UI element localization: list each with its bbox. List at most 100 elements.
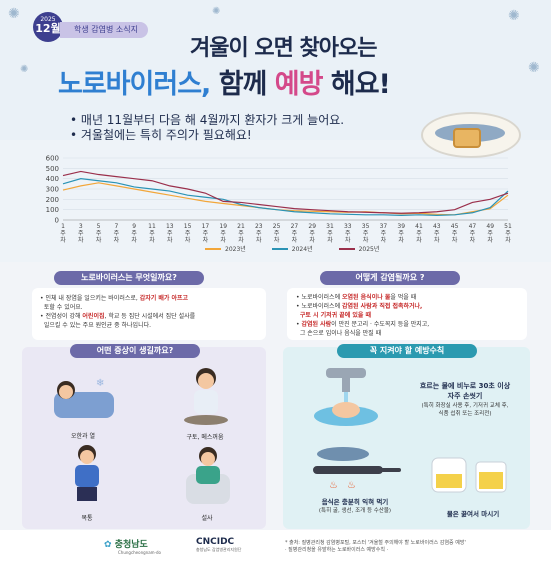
cooking-illustration: ♨ ♨ xyxy=(303,440,403,491)
issue-year: 2025 xyxy=(40,16,56,23)
chart-legend: 2023년 2024년 2025년 xyxy=(205,244,379,253)
section-title-what: 노로바이러스는 무엇일까요? xyxy=(54,271,204,285)
x-tick-label: 39 주 차 xyxy=(397,223,405,244)
header: ✺ ✺ ✺ ✺ ✺ 2025 12월 학생 감염병 소식지 겨울이 오면 찾아오… xyxy=(0,0,551,158)
x-tick-label: 41 주 차 xyxy=(415,223,423,244)
kettle-icon xyxy=(431,457,507,493)
legend-swatch xyxy=(205,247,221,250)
y-tick-label: 500 xyxy=(46,165,59,173)
prevention-panel xyxy=(283,347,530,529)
title-line1: 겨울이 오면 찾아오는 xyxy=(190,36,377,61)
legend-swatch xyxy=(271,247,288,250)
title-end: 해요! xyxy=(322,69,391,100)
symptom-label: 설사 xyxy=(201,515,213,522)
stomachache-illustration xyxy=(62,444,112,504)
x-tick-label: 23 주 차 xyxy=(255,223,263,244)
person-icon xyxy=(184,368,228,425)
prevention-handwash-title: 흐르는 물에 비누로 30초 이상 자주 손씻기 xyxy=(419,382,511,400)
source-note: * 출처: 질병관리청 감염병포털, 포스터 '겨울철 주의해야 할 노로바이러… xyxy=(285,540,466,553)
y-tick-label: 300 xyxy=(46,186,59,194)
title-main: 노로바이러스, xyxy=(58,69,211,100)
x-tick-label: 51 주 차 xyxy=(504,223,512,244)
cncidc-logo: CNCIDC 충청남도 감염병관리지원단 xyxy=(196,537,242,552)
x-tick-label: 37 주 차 xyxy=(380,223,388,244)
bullet-item: • 겨울철에는 특히 주의가 필요해요! xyxy=(70,128,252,142)
food-plate-illustration xyxy=(421,112,521,158)
svg-text:❄: ❄ xyxy=(96,378,104,389)
prevention-cook-title: 음식은 충분히 익혀 먹기 xyxy=(321,498,389,506)
key-points: • 매년 11월부터 다음 해 4월까지 환자가 크게 늘어요. • 겨울철에는… xyxy=(70,113,344,143)
chills-fever-illustration: ❄ xyxy=(48,372,118,422)
section-title-prevention: 꼭 지켜야 할 예방수칙 xyxy=(337,344,477,358)
title-mid: 함께 xyxy=(210,69,275,100)
pan-icon: ♨ ♨ xyxy=(313,447,401,491)
x-tick-label: 33 주 차 xyxy=(344,223,352,244)
legend-item: 2023년 xyxy=(205,244,246,253)
section-title-how: 어떻게 감염될까요 ? xyxy=(320,271,460,285)
diarrhea-illustration xyxy=(178,444,238,506)
boiling-water-illustration xyxy=(428,448,514,494)
y-tick-label: 200 xyxy=(46,196,59,204)
what-box xyxy=(32,288,266,340)
series-label: 학생 감염병 소식지 xyxy=(60,22,148,38)
x-tick-label: 35 주 차 xyxy=(362,223,370,244)
what-text: • 인체 내 장염을 일으키는 바이러스로, 갑자기 배가 아프고 토할 수 있… xyxy=(40,295,196,329)
virus-icon: ✺ xyxy=(528,60,540,76)
handwashing-illustration xyxy=(306,366,386,432)
x-tick-label: 27 주 차 xyxy=(291,223,299,244)
bullet-item: • 매년 11월부터 다음 해 4월까지 환자가 크게 늘어요. xyxy=(70,113,345,127)
virus-icon: ✺ xyxy=(508,8,520,24)
prevention-cook-note: (특히 굴, 생선, 조개 등 수산물) xyxy=(318,508,392,514)
series-line-2025년 xyxy=(62,170,509,214)
legend-item: 2025년 xyxy=(338,244,380,253)
vomiting-illustration xyxy=(176,366,236,428)
symptom-label: 복통 xyxy=(81,515,93,522)
x-tick-label: 17 주 차 xyxy=(202,223,210,244)
legend-item: 2024년 xyxy=(271,244,313,253)
legend-label: 2024년 xyxy=(291,246,313,253)
series-line-2024년 xyxy=(62,178,509,216)
legend-swatch xyxy=(338,247,355,250)
person-icon: ❄ xyxy=(54,378,114,418)
x-tick-label: 49 주 차 xyxy=(486,223,494,244)
svg-text:♨: ♨ xyxy=(347,480,356,490)
weekly-cases-chart: 0 100 200 300 400 500 600 1 주 차 3 주 차 5 주 차 7 주 차 9 주 차 11 주 차 13… xyxy=(33,150,518,260)
x-tick-label: 15 주 차 xyxy=(184,223,192,244)
prevention-boil-title: 물은 끓여서 마시기 xyxy=(446,510,500,518)
x-tick-label: 11 주 차 xyxy=(148,223,156,244)
title-emph: 예방 xyxy=(274,69,324,100)
section-title-symptoms: 어떤 증상이 생길까요? xyxy=(70,344,200,358)
prevention-handwash-note: (특히 화장실 사용 후, 기저귀 교체 후, 식품 섭취 또는 조리전) xyxy=(421,403,509,417)
virus-icon: ✺ xyxy=(8,6,20,22)
person-icon xyxy=(75,445,99,501)
x-tick-label: 25 주 차 xyxy=(273,223,281,244)
x-tick-label: 31 주 차 xyxy=(326,223,334,244)
x-tick-label: 13 주 차 xyxy=(166,223,174,244)
legend-label: 2023년 xyxy=(225,246,246,253)
person-icon xyxy=(186,447,230,504)
x-tick-label: 29 주 차 xyxy=(308,223,316,244)
chungnam-logo: ✿ 충청남도 Chungcheongnam-do xyxy=(104,540,161,555)
flower-logo-icon: ✿ xyxy=(104,540,112,550)
how-text: • 노로바이러스에 오염된 음식이나 물을 먹을 때 • 노로바이러스에 감염된… xyxy=(296,294,430,337)
y-tick-label: 400 xyxy=(46,175,59,183)
x-tick-label: 47 주 차 xyxy=(469,223,477,244)
virus-icon: ✺ xyxy=(212,6,221,17)
x-tick-label: 45 주 차 xyxy=(451,223,459,244)
issue-badge: 2025 12월 xyxy=(33,12,63,42)
series-line-2023년 xyxy=(62,182,509,216)
issue-month: 12월 xyxy=(35,22,61,35)
how-box xyxy=(287,288,527,340)
x-tick-label: 19 주 차 xyxy=(219,223,227,244)
legend-label: 2025년 xyxy=(358,246,380,253)
x-tick-label: 21 주 차 xyxy=(237,223,245,244)
y-tick-label: 100 xyxy=(46,206,59,214)
virus-icon: ✺ xyxy=(20,64,29,75)
symptom-label: 구토, 메스꺼움 xyxy=(186,434,224,441)
bread-icon xyxy=(453,128,481,148)
